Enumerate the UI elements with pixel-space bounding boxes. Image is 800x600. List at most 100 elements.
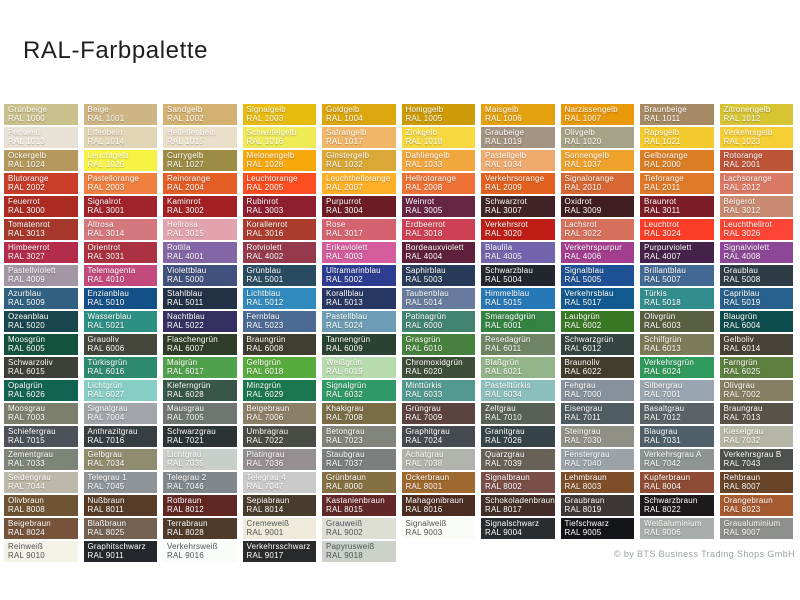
color-swatch: Purpurviolett RAL 4007 [640,242,714,263]
color-code: RAL 6026 [8,389,45,399]
color-name: Papyrusweiß [326,542,375,551]
color-name: Feuerrot [8,197,40,206]
color-swatch: Mausgrau RAL 7005 [163,403,237,424]
color-code: RAL 6021 [485,366,522,376]
color-swatch-grid: Grünbeige RAL 1000 Beige RAL 1001 Sandgelb RA… [4,104,793,562]
color-code: RAL 6016 [87,366,125,376]
color-swatch: Leuchtrot RAL 3024 [640,219,714,240]
color-code: RAL 8000 [326,481,363,491]
color-name: Erdbeerrot [405,220,446,229]
color-name: Smaragdgrün [485,312,536,321]
color-swatch: Olivgelb RAL 1020 [560,127,634,148]
color-swatch: Verkehrsrot RAL 3020 [481,219,555,240]
color-swatch: Zementgrau RAL 7033 [4,449,78,470]
color-swatch: Dahliengelb RAL 1033 [401,150,475,171]
color-name: Braunbeige [644,105,687,114]
color-name: Olivgrün [644,312,676,321]
color-swatch: Wasserblau RAL 5021 [83,311,157,332]
color-code: RAL 7011 [564,412,601,422]
color-name: Tannengrün [326,335,371,344]
color-name: Türkisgrün [87,358,128,367]
color-swatch: Perlweiß RAL 1013 [4,127,78,148]
color-code: RAL 7033 [8,458,45,468]
color-code: RAL 1032 [326,159,363,169]
color-code: RAL 6008 [246,343,284,353]
color-code: RAL 8024 [8,527,45,537]
color-name: Beigebraun [246,404,290,413]
color-code: RAL 7023 [326,435,363,445]
color-code: RAL 1001 [87,113,125,123]
color-code: RAL 7024 [405,435,443,445]
color-name: Sepiabraun [246,496,290,505]
color-code: RAL 4009 [8,274,45,284]
color-swatch: Beigebraun RAL 8024 [4,518,78,539]
color-code: RAL 2001 [723,159,761,169]
color-swatch: Melonengelb RAL 1028 [242,150,316,171]
color-code: RAL 2004 [167,182,204,192]
color-name: Lichtgrün [87,381,123,390]
color-name: Pastelltürkis [485,381,531,390]
color-swatch: Achatgrau RAL 7038 [401,449,475,470]
color-code: RAL 9006 [644,527,681,537]
color-name: Fehgrau [564,381,596,390]
color-code: RAL 1012 [723,113,761,123]
color-name: Saphirblau [405,266,446,275]
color-swatch: Schokoladenbraun RAL 8017 [481,495,555,516]
color-swatch: Braungrün RAL 6008 [242,334,316,355]
color-code: RAL 7009 [405,412,443,422]
color-code: RAL 7026 [485,435,522,445]
color-swatch: Korallenrot RAL 3016 [242,219,316,240]
color-swatch: Lachsorange RAL 2012 [719,173,793,194]
color-code: RAL 3012 [723,205,761,215]
color-code: RAL 3022 [564,228,602,238]
color-code: RAL 8015 [326,504,363,514]
color-name: Telegrau 4 [246,473,286,482]
color-code: RAL 7015 [8,435,45,445]
color-name: Chromoxidgrün [405,358,463,367]
color-swatch: Graualuminium RAL 9007 [719,518,793,539]
color-swatch: Azurblau RAL 5009 [4,288,78,309]
color-code: RAL 7013 [723,412,761,422]
color-code: RAL 4002 [246,251,284,261]
color-code: RAL 5015 [485,297,522,307]
color-swatch: Chromoxidgrün RAL 6020 [401,357,475,378]
color-name: Reinorange [167,174,211,183]
color-swatch: Kieferngrün RAL 6028 [163,380,237,401]
color-swatch: Pastellorange RAL 2003 [83,173,157,194]
color-swatch: Beigerot RAL 3012 [719,196,793,217]
color-swatch: Himbeerrot RAL 3027 [4,242,78,263]
color-name: Verkehrsgrau A [644,450,702,459]
color-name: Erikaviolett [326,243,368,252]
color-name: Rotlila [167,243,191,252]
color-name: Olivgelb [564,128,596,137]
color-swatch: Safrangelb RAL 1017 [322,127,396,148]
color-code: RAL 3018 [405,228,443,238]
color-code: RAL 1034 [485,159,522,169]
color-swatch: Signalorange RAL 2010 [560,173,634,194]
color-code: RAL 4010 [87,274,125,284]
color-name: Fernblau [246,312,280,321]
color-code: RAL 7022 [246,435,284,445]
color-name: Grüngrau [405,404,441,413]
color-code: RAL 6000 [405,320,443,330]
color-name: Cremeweiß [246,519,290,528]
color-code: RAL 5004 [485,274,522,284]
color-swatch: Telemagenta RAL 4010 [83,265,157,286]
color-name: Blutorange [8,174,49,183]
color-swatch: Granitgrau RAL 7026 [481,426,555,447]
color-code: RAL 1023 [723,136,761,146]
color-swatch: Violettblau RAL 5000 [163,265,237,286]
color-swatch: Blaulila RAL 4005 [481,242,555,263]
color-code: RAL 5010 [87,297,125,307]
color-name: Sandgelb [167,105,203,114]
color-swatch: Olivgrün RAL 6003 [640,311,714,332]
color-swatch: Verkehrsgrau B RAL 7043 [719,449,793,470]
color-name: Verkehrsblau [564,289,614,298]
color-name: Quarzgrau [485,450,525,459]
color-swatch: Kupferbraun RAL 8004 [640,472,714,493]
color-name: Gelboliv [723,335,755,344]
color-swatch: Brillantblau RAL 5007 [640,265,714,286]
color-code: RAL 6032 [326,389,363,399]
color-name: Stahlblau [167,289,203,298]
color-code: RAL 2010 [564,182,602,192]
